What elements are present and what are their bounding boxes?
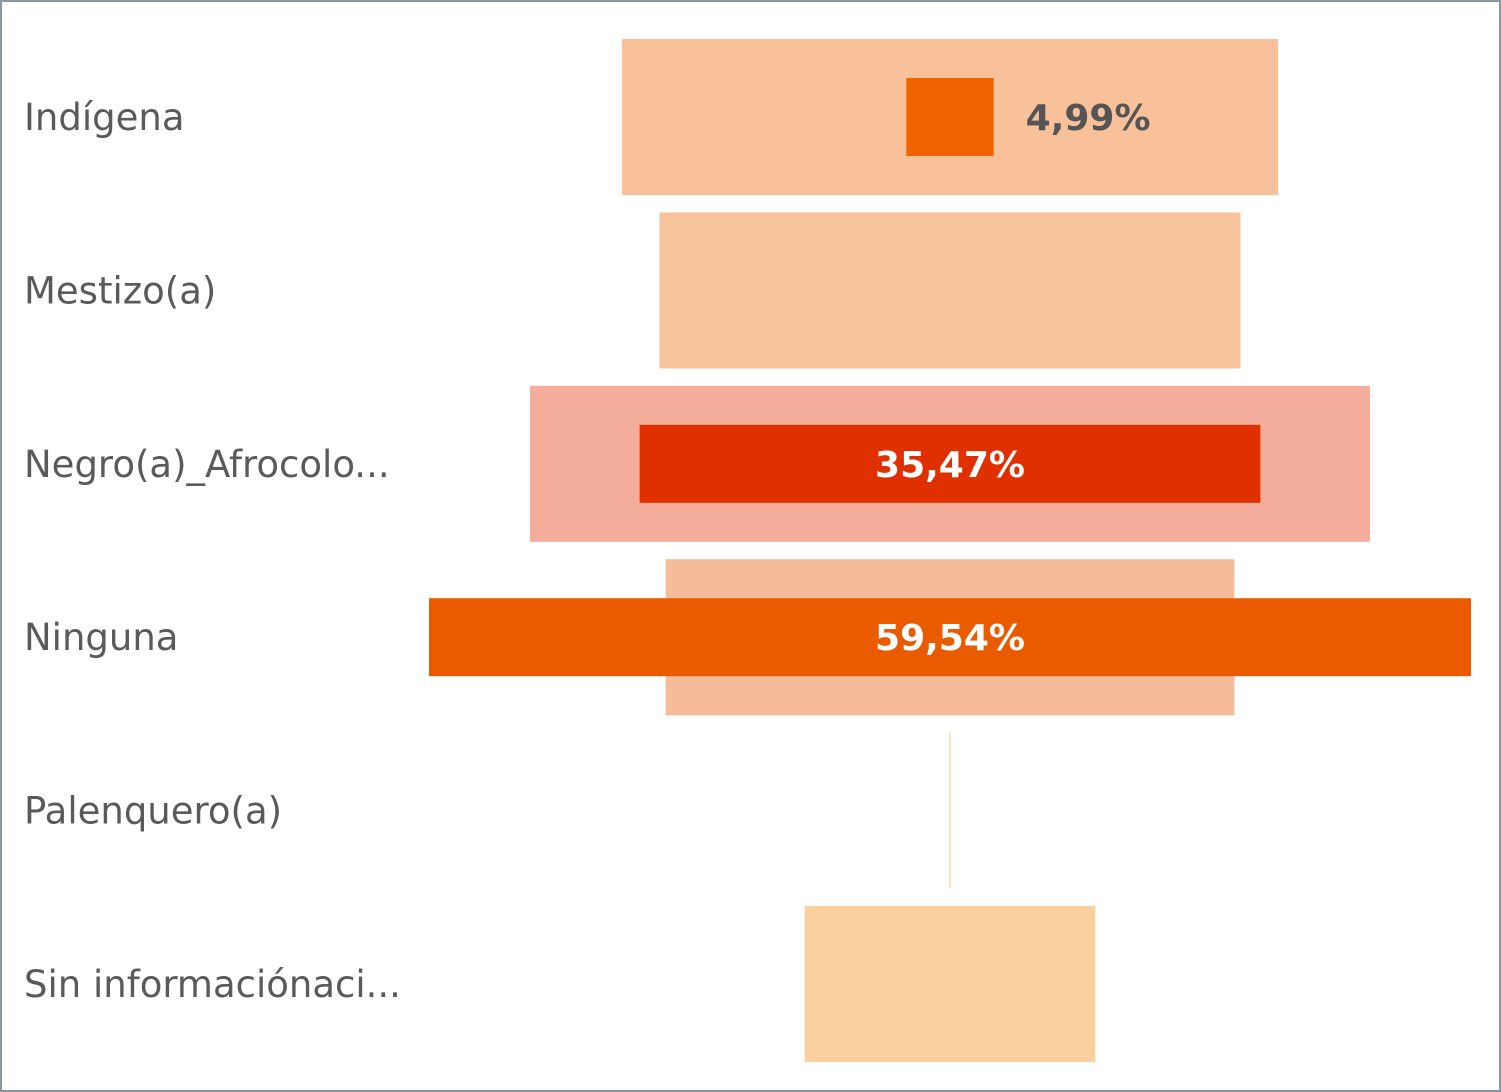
funnel-bar-bg-mestizo-a[interactable]	[659, 212, 1241, 369]
funnel-bar-bg-sin-informacionaci[interactable]	[804, 906, 1096, 1062]
category-label-ninguna: Ninguna	[24, 616, 178, 659]
funnel-bar-indigena[interactable]	[906, 78, 994, 156]
category-label-indigena: Indígena	[24, 96, 185, 139]
funnel-bar-bg-palenquero-a[interactable]	[949, 732, 951, 889]
category-label-palenquero-a: Palenquero(a)	[24, 790, 282, 833]
data-label-negro-a-afrocolo: 35,47%	[875, 445, 1025, 486]
funnel-bar-negro-a-afrocolo[interactable]	[639, 424, 1261, 503]
category-label-negro-a-afrocolo: Negro(a)_Afrocolo...	[24, 443, 390, 486]
data-label-indigena: 4,99%	[1026, 98, 1151, 139]
category-label-mestizo-a: Mestizo(a)	[24, 269, 216, 312]
data-label-ninguna: 59,54%	[875, 618, 1025, 659]
category-label-sin-informacionaci: Sin informaciónaci...	[24, 963, 401, 1006]
funnel-bar-ninguna[interactable]	[429, 598, 1471, 677]
